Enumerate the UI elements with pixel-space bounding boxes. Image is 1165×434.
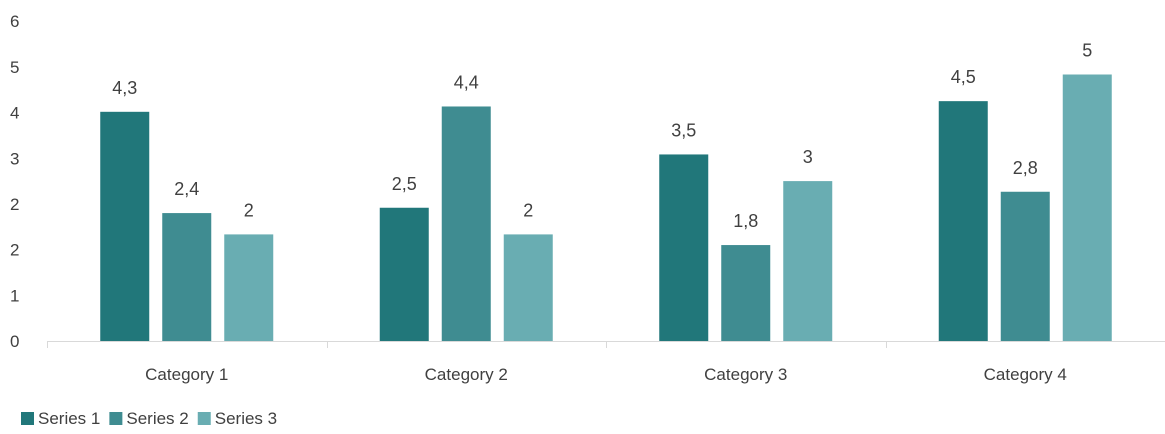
y-tick-label: 0	[10, 332, 19, 351]
legend: Series 1 Series 2 Series 3	[21, 409, 277, 428]
data-label: 4,5	[951, 67, 976, 87]
data-label: 2	[523, 200, 533, 220]
y-tick-label: 2	[10, 241, 19, 260]
bar	[162, 213, 212, 341]
bar	[659, 154, 709, 341]
data-labels: 4,3 2,4 2 2,5 4,4 2 3,5 1,8 3 4,5 2,8 5	[112, 41, 1092, 232]
category-label: Category 4	[984, 365, 1067, 384]
data-label: 4,3	[112, 78, 137, 98]
legend-label: Series 2	[126, 409, 188, 428]
y-axis: 0 1 2 2 3 4 5 6	[10, 12, 19, 351]
y-tick-label: 5	[10, 58, 19, 77]
data-label: 5	[1082, 41, 1092, 61]
category-label: Category 3	[704, 365, 787, 384]
data-label: 3	[803, 147, 813, 167]
y-tick-label: 2	[10, 195, 19, 214]
bar	[938, 101, 988, 342]
bar	[721, 245, 771, 341]
category-label: Category 1	[145, 365, 228, 384]
legend-label: Series 1	[38, 409, 100, 428]
legend-swatch	[109, 412, 123, 425]
bar	[783, 181, 833, 341]
category-label: Category 2	[425, 365, 508, 384]
bar	[503, 234, 553, 341]
legend-swatch	[197, 412, 211, 425]
bar	[1000, 191, 1050, 341]
data-label: 2,4	[174, 179, 199, 199]
y-tick-label: 4	[10, 104, 19, 123]
legend-label: Series 3	[215, 409, 277, 428]
x-axis: Category 1 Category 2 Category 3 Category 4	[47, 341, 1165, 384]
y-tick-label: 1	[10, 286, 19, 305]
data-label: 2,5	[392, 174, 417, 194]
bars	[100, 74, 1112, 342]
bar	[224, 234, 274, 341]
data-label: 2	[244, 200, 254, 220]
data-label: 3,5	[671, 120, 696, 140]
y-tick-label: 6	[10, 12, 19, 31]
data-label: 2,8	[1013, 158, 1038, 178]
bar	[441, 106, 491, 341]
bar	[1062, 74, 1112, 341]
legend-swatch	[21, 412, 34, 425]
y-tick-label: 3	[10, 149, 19, 168]
bar	[100, 111, 150, 341]
bar	[379, 207, 429, 341]
data-label: 4,4	[454, 72, 479, 92]
data-label: 1,8	[733, 211, 758, 231]
